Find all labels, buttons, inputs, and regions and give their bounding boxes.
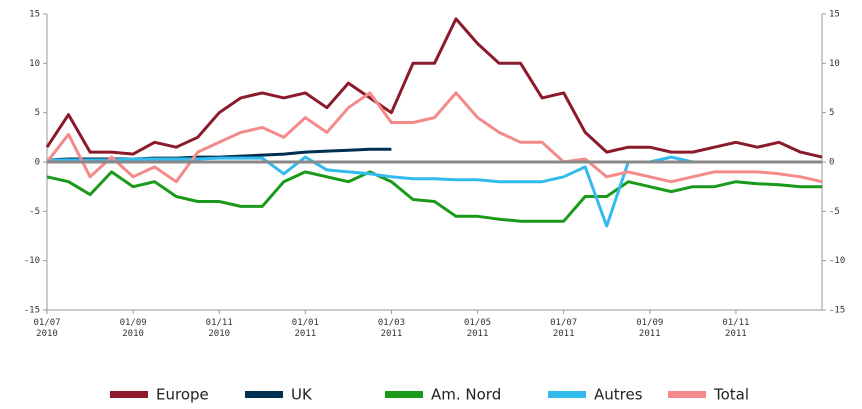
legend-label: Total — [713, 386, 749, 404]
legend-swatch — [385, 391, 423, 398]
y2-tick-label: 5 — [829, 108, 834, 118]
y-tick-label: 15 — [29, 10, 40, 20]
legend-label: Europe — [156, 386, 209, 404]
y-tick-label: 5 — [35, 108, 40, 118]
series-line — [45, 91, 823, 184]
y2-tick-label: -10 — [829, 256, 845, 266]
legend-swatch — [245, 391, 283, 398]
y2-tick-label: -15 — [829, 306, 845, 316]
x-tick-label: 01/01 2011 — [292, 318, 319, 339]
y2-tick-label: 10 — [829, 59, 840, 69]
legend-label: UK — [291, 386, 313, 404]
x-tick-label: 01/03 2011 — [378, 318, 405, 339]
legend-swatch — [548, 391, 586, 398]
y-tick-label: 10 — [29, 59, 40, 69]
y-tick-label: -5 — [29, 207, 40, 217]
x-tick-label: 01/07 2011 — [550, 318, 577, 339]
x-tick-label: 01/11 2011 — [722, 318, 749, 339]
y-tick-label: -10 — [24, 256, 40, 266]
y2-tick-label: 15 — [829, 10, 840, 20]
x-tick-label: 01/11 2010 — [206, 318, 233, 339]
series-line — [46, 170, 822, 223]
x-tick-label: 01/09 2011 — [636, 318, 663, 339]
series-line — [47, 155, 822, 228]
x-tick-label: 01/09 2010 — [120, 318, 147, 339]
y-tick-label: -15 — [24, 306, 40, 316]
y2-tick-label: -5 — [829, 207, 840, 217]
x-tick-label: 01/07 2010 — [33, 318, 60, 339]
legend-swatch — [110, 391, 148, 398]
legend-swatch — [668, 391, 706, 398]
y2-tick-label: 0 — [829, 158, 834, 168]
y-tick-label: 0 — [35, 158, 40, 168]
legend-label: Autres — [594, 386, 643, 404]
x-tick-label: 01/05 2011 — [464, 318, 491, 339]
legend-label: Am. Nord — [431, 386, 501, 404]
series-line — [45, 17, 823, 159]
